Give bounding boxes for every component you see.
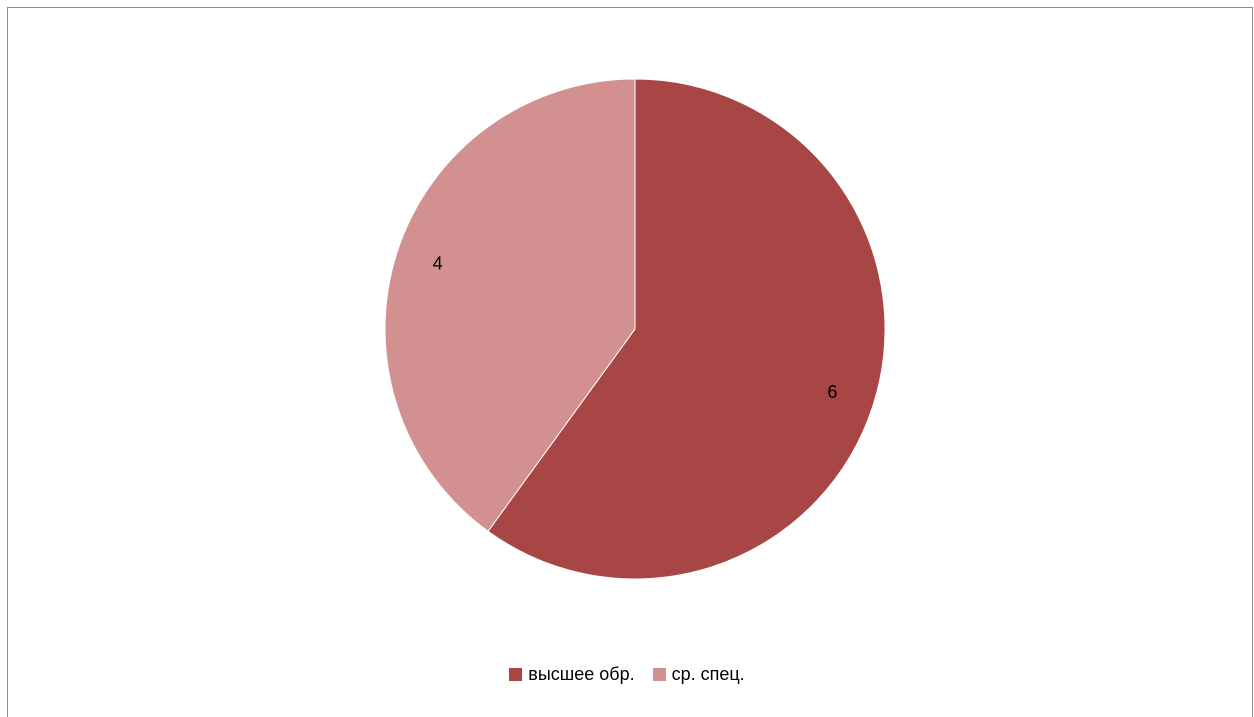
- pie-slice-vysshee-obr: [487, 78, 886, 580]
- legend: высшее обр. ср. спец.: [0, 661, 1254, 687]
- legend-entry-vysshee-obr: высшее обр.: [509, 663, 635, 685]
- data-label-sr-spec: 4: [433, 254, 443, 274]
- pie-slice-sr-spec: [384, 78, 636, 532]
- legend-entry-sr-spec: ср. спец.: [652, 663, 745, 685]
- legend-swatch: [652, 667, 666, 681]
- legend-label: ср. спец.: [671, 663, 745, 684]
- legend-swatch: [509, 667, 523, 681]
- legend-label: высшее обр.: [528, 663, 635, 684]
- data-label-vysshee-obr: 6: [827, 382, 837, 402]
